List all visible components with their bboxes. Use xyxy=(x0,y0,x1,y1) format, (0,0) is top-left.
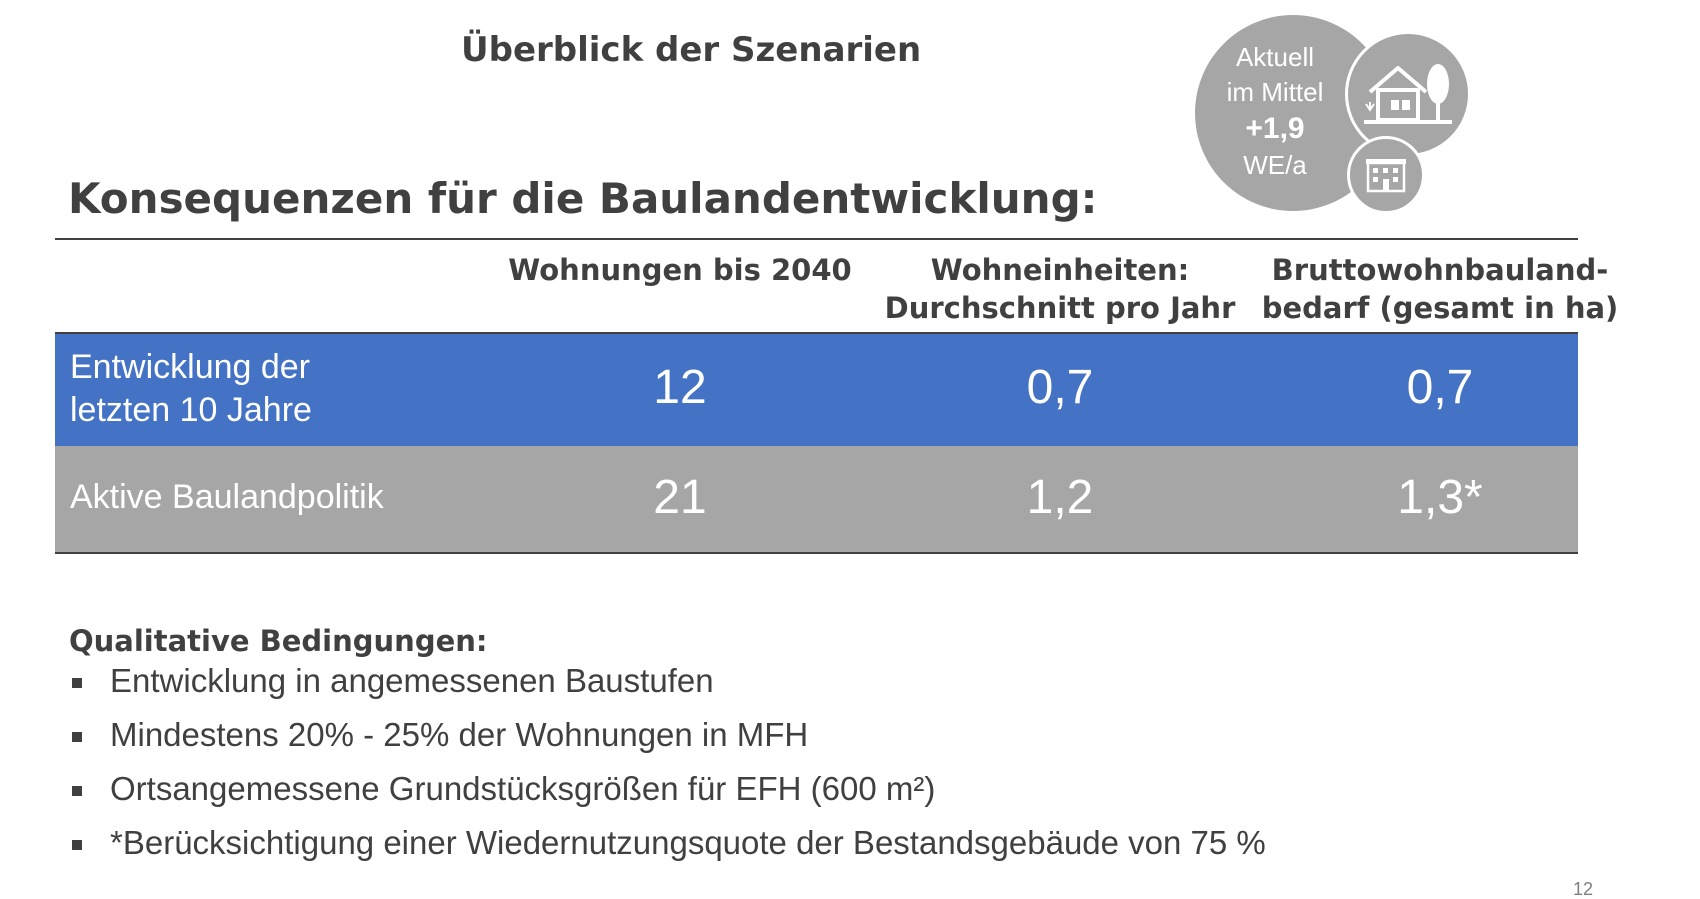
list-item-text: Mindestens 20% - 25% der Wohnungen in MF… xyxy=(110,716,809,753)
table-cell: 1,3* xyxy=(1397,471,1483,524)
slide-subtitle: Überblick der Szenarien xyxy=(461,30,922,70)
bullet-icon xyxy=(72,786,82,796)
bullet-icon xyxy=(72,732,82,742)
conditions-heading: Qualitative Bedingungen: xyxy=(69,624,488,658)
header-line: Durchschnitt pro Jahr xyxy=(884,291,1236,325)
list-item-text: Ortsangemessene Grundstücksgrößen für EF… xyxy=(110,770,936,807)
table-row-active-policy: Aktive Baulandpolitik 21 1,2 1,3* xyxy=(55,446,1578,554)
list-item-text: Entwicklung in angemessenen Baustufen xyxy=(110,662,714,699)
table-cell: 21 xyxy=(653,471,707,524)
table-cell: 0,7 xyxy=(1026,361,1094,414)
list-item-text: *Berücksichtigung einer Wiedernutzungsqu… xyxy=(110,824,1266,861)
bullet-icon xyxy=(72,678,82,688)
table-header-row: Wohnungen bis 2040 Wohneinheiten: Durchs… xyxy=(55,240,1618,334)
header-line: Bruttowohnbauland- xyxy=(1271,253,1609,287)
badge-value: +1,9 xyxy=(1245,112,1305,145)
header-units-per-year: Wohneinheiten: Durchschnitt pro Jahr xyxy=(840,251,1280,327)
table-cell: 0,7 xyxy=(1406,361,1474,414)
table-cell: 1,2 xyxy=(1026,471,1094,524)
header-line: bedarf (gesamt in ha) xyxy=(1261,291,1619,325)
header-housing-units-2040: Wohnungen bis 2040 xyxy=(460,251,900,289)
header-line: Wohnungen bis 2040 xyxy=(508,253,852,287)
header-line: Wohneinheiten: xyxy=(930,253,1190,287)
badge-line-current: Aktuell xyxy=(1235,42,1315,72)
table-top-rule xyxy=(55,238,1578,240)
row-label: Aktive Baulandpolitik xyxy=(70,478,384,516)
apartment-building-icon xyxy=(1347,136,1425,214)
badge-text: Aktuell im Mittel +1,9 WE/a xyxy=(1195,40,1355,183)
average-badge: Aktuell im Mittel +1,9 WE/a xyxy=(1190,12,1480,217)
house-with-tree-icon xyxy=(1345,31,1471,157)
table-row-past-development: Entwicklung der letzten 10 Jahre 12 0,7 … xyxy=(55,334,1578,446)
bullet-icon xyxy=(72,840,82,850)
scenario-table: Wohnungen bis 2040 Wohneinheiten: Durchs… xyxy=(55,238,1618,554)
badge-unit: WE/a xyxy=(1243,150,1307,180)
row-label: Entwicklung der letzten 10 Jahre xyxy=(70,348,312,429)
table-cell: 12 xyxy=(653,361,707,414)
badge-line-average: im Mittel xyxy=(1226,77,1324,107)
page-number: 12 xyxy=(1573,879,1594,899)
slide-title: Konsequenzen für die Baulandentwicklung: xyxy=(68,174,1098,223)
header-gross-land-demand: Bruttowohnbauland- bedarf (gesamt in ha) xyxy=(1220,251,1660,327)
